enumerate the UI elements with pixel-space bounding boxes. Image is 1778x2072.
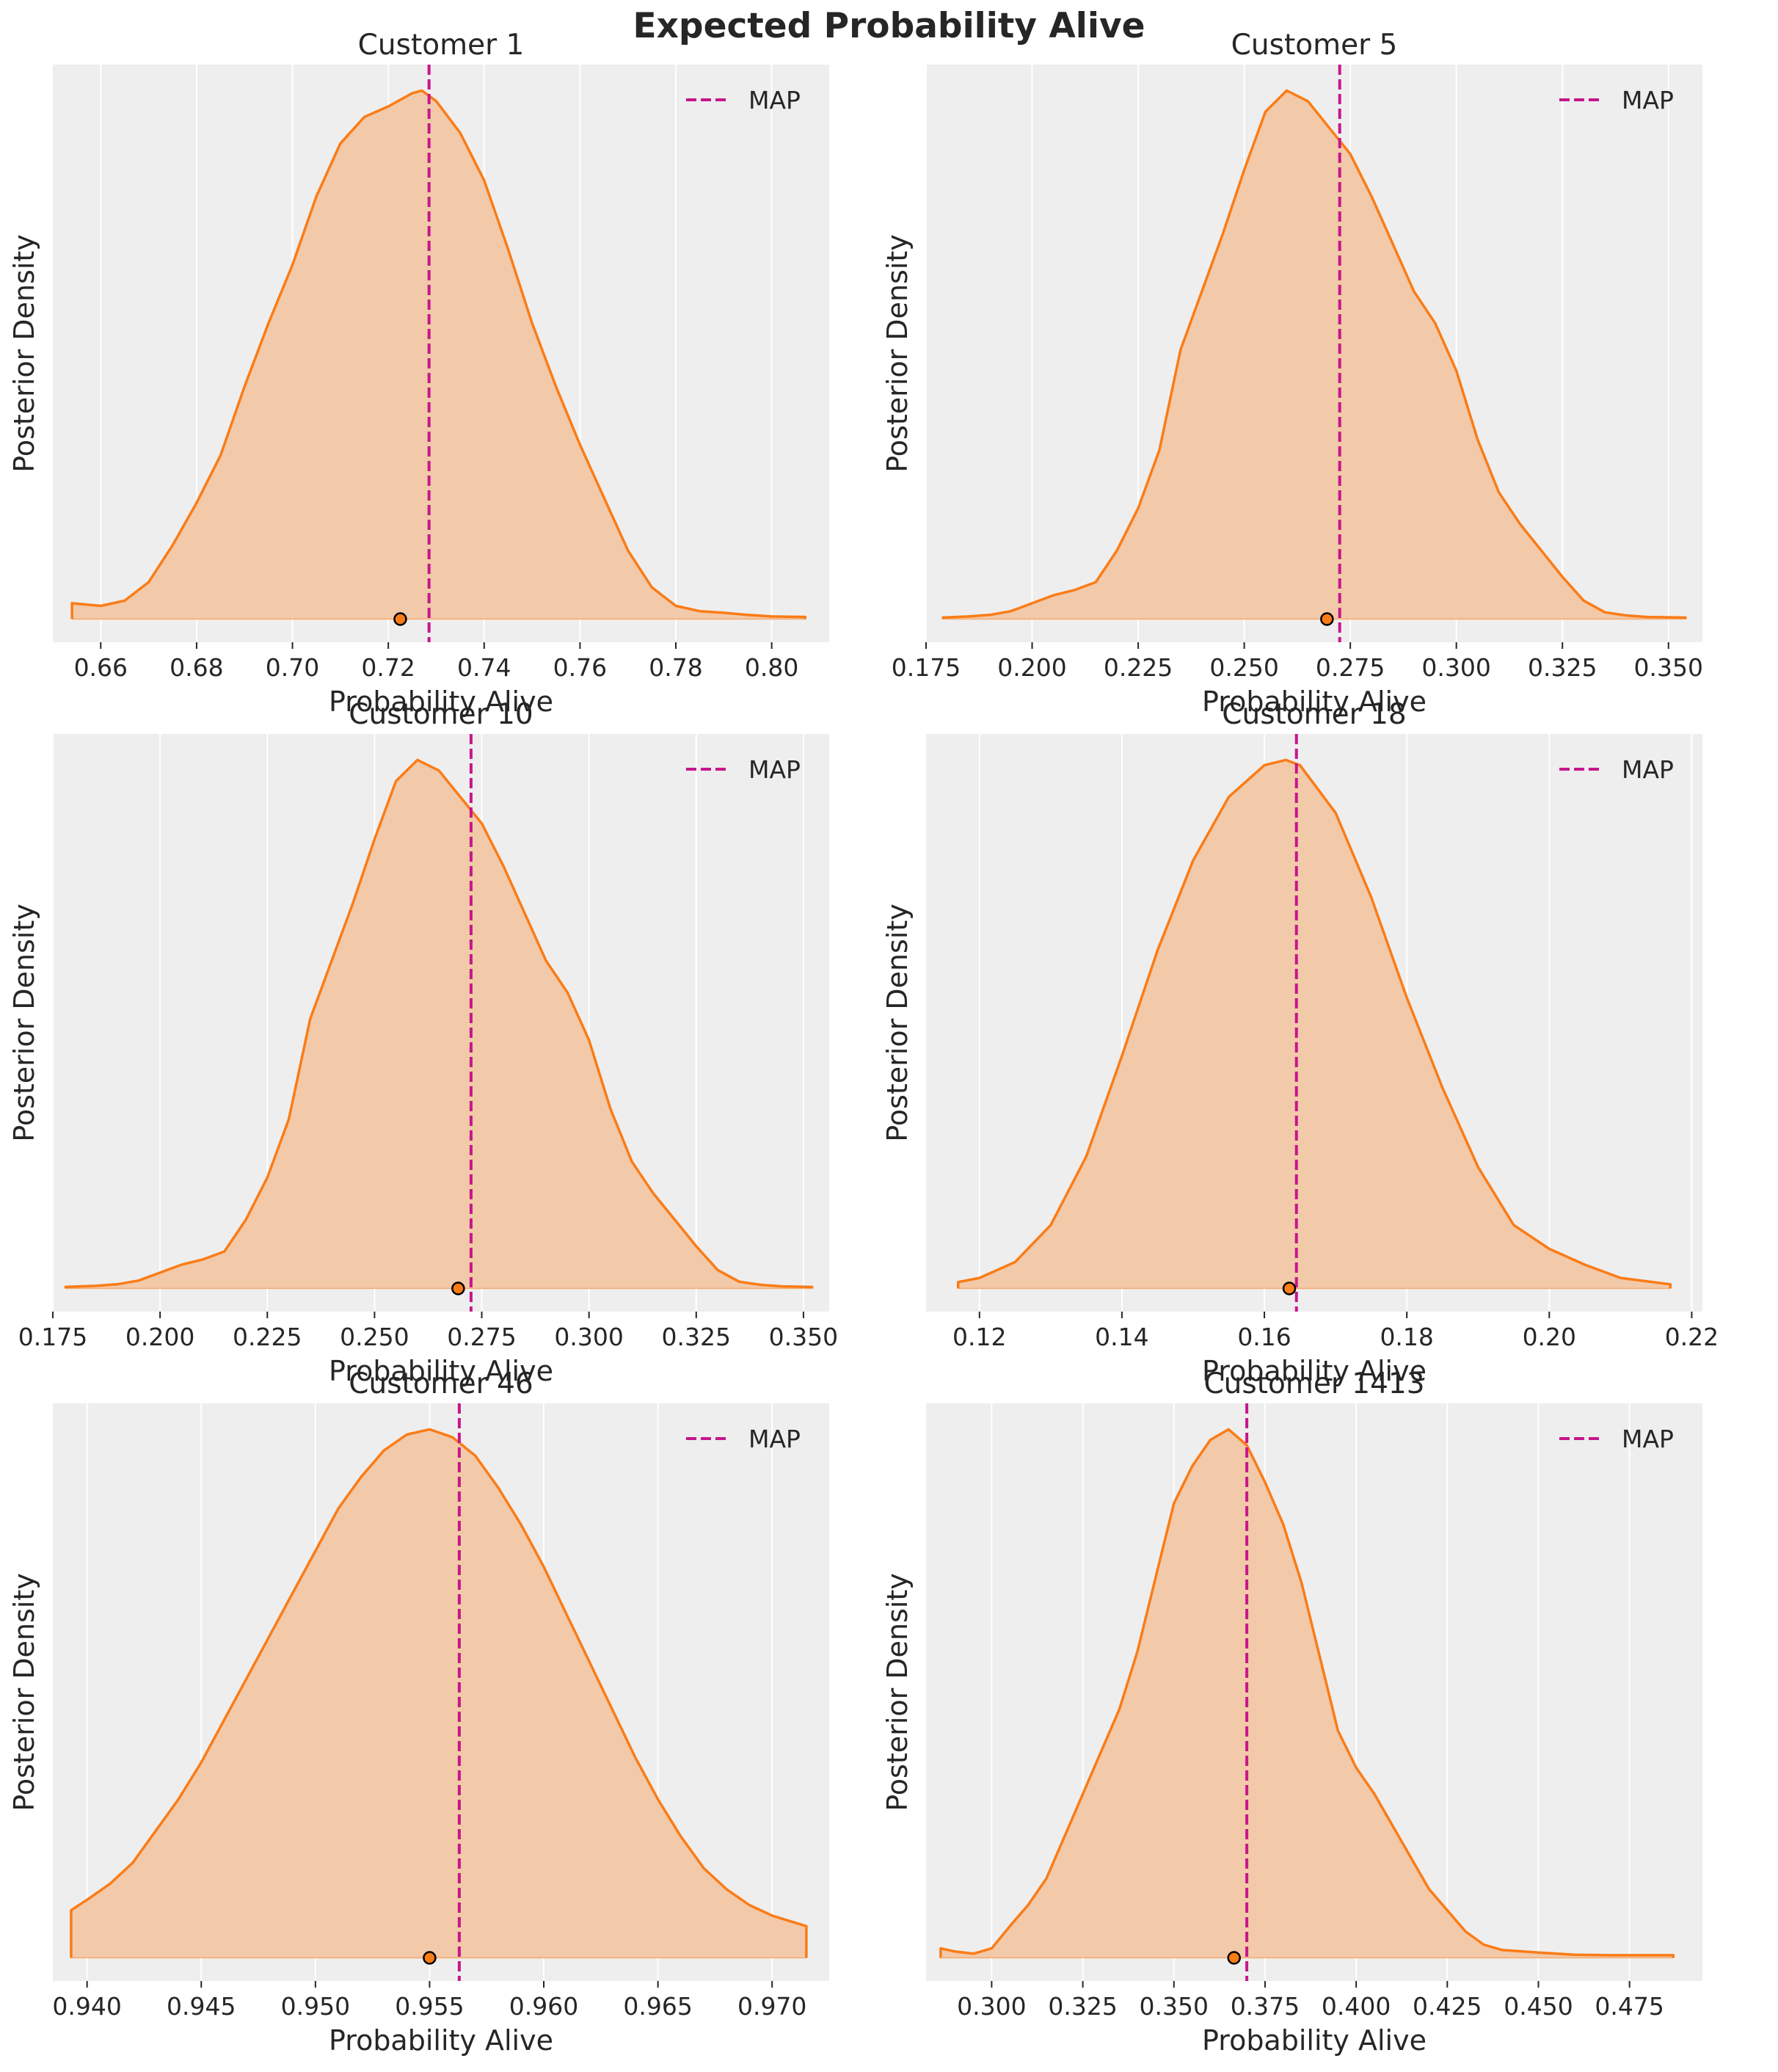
figure-title: Expected Probability Alive [633, 6, 1145, 46]
chart-panel-4: 0.12 0.14 0.16 0.18 0.20 0.22 MAP Customer 18 Pr… [881, 698, 1719, 1387]
x-tick-label: 0.80 [745, 653, 798, 682]
x-tick-label: 0.250 [340, 1323, 409, 1351]
chart-title: Customer 1413 [1203, 1367, 1424, 1400]
x-tick-label: 0.955 [395, 1992, 464, 2021]
x-tick-label: 0.450 [1504, 1992, 1573, 2021]
x-tick-label: 0.72 [361, 653, 415, 682]
x-tick-label: 0.970 [737, 1992, 806, 2021]
chart-title: Customer 5 [1231, 29, 1398, 62]
y-axis-label: Posterior Density [8, 1573, 40, 1811]
legend-map-label: MAP [748, 1425, 801, 1453]
x-tick-label: 0.20 [1523, 1323, 1576, 1351]
x-tick-label: 0.275 [1316, 653, 1385, 682]
x-tick-label: 0.275 [447, 1323, 516, 1351]
density-fill [70, 1429, 806, 1958]
mean-marker [1227, 1951, 1241, 1965]
x-axis-label: Probability Alive [329, 2024, 553, 2057]
x-tick-label: 0.350 [769, 1323, 838, 1351]
chart-title: Customer 10 [349, 698, 533, 731]
y-axis-label: Posterior Density [881, 1573, 914, 1811]
x-tick-label: 0.940 [52, 1992, 121, 2021]
x-axis-label: Probability Alive [329, 686, 553, 718]
x-tick-label: 0.175 [18, 1323, 87, 1351]
x-tick-label: 0.475 [1595, 1992, 1664, 2021]
legend-map-label: MAP [748, 86, 801, 114]
x-tick-label: 0.175 [892, 653, 961, 682]
x-tick-label: 0.400 [1322, 1992, 1391, 2021]
x-tick-label: 0.200 [125, 1323, 194, 1351]
y-axis-label: Posterior Density [881, 904, 914, 1141]
x-tick-label: 0.350 [1140, 1992, 1209, 2021]
x-tick-label: 0.350 [1634, 653, 1703, 682]
density-line [70, 1428, 808, 1958]
density-line [956, 758, 1672, 1289]
chart-panel-5: 0.940 0.945 0.950 0.955 0.960 0.965 0.970 MAP Cu… [8, 1367, 829, 2057]
x-tick-label: 0.325 [1528, 653, 1597, 682]
mean-marker [451, 1282, 465, 1295]
chart-title: Customer 46 [349, 1367, 533, 1400]
legend-map-label: MAP [1622, 755, 1674, 784]
x-tick-label: 0.300 [957, 1992, 1026, 2021]
y-axis-label: Posterior Density [8, 904, 40, 1141]
mean-marker [1282, 1282, 1297, 1295]
chart-panel-1: 0.66 0.68 0.70 0.72 0.74 0.76 0.78 0.80 MAP Custo… [8, 29, 829, 718]
x-tick-label: 0.325 [662, 1323, 731, 1351]
x-tick-label: 0.945 [167, 1992, 236, 2021]
x-tick-label: 0.22 [1665, 1323, 1719, 1351]
chart-panel-3: 0.175 0.200 0.225 0.250 0.275 0.300 0.325 0.350… [8, 698, 838, 1387]
x-axis-label: Probability Alive [329, 1355, 553, 1387]
x-axis-label: Probability Alive [1202, 686, 1427, 718]
x-axis-label: Probability Alive [1202, 1355, 1427, 1387]
x-axis-label: Probability Alive [1202, 2024, 1427, 2057]
x-tick-label: 0.425 [1413, 1992, 1482, 2021]
legend-map-label: MAP [1622, 1425, 1674, 1453]
x-tick-label: 0.300 [554, 1323, 623, 1351]
y-axis-label: Posterior Density [881, 234, 914, 472]
x-tick-label: 0.12 [952, 1323, 1006, 1351]
x-tick-label: 0.18 [1380, 1323, 1433, 1351]
x-tick-label: 0.325 [1048, 1992, 1117, 2021]
x-tick-label: 0.16 [1237, 1323, 1291, 1351]
x-tick-label: 0.250 [1209, 653, 1278, 682]
density-fill [943, 90, 1686, 619]
mean-marker [1320, 612, 1334, 626]
x-tick-label: 0.78 [649, 653, 702, 682]
x-tick-label: 0.375 [1231, 1992, 1300, 2021]
mean-marker [423, 1951, 437, 1965]
x-tick-label: 0.300 [1421, 653, 1490, 682]
legend-map-label: MAP [748, 755, 801, 784]
mean-marker [393, 612, 407, 626]
legend-map-label: MAP [1622, 86, 1674, 114]
density-line [941, 89, 1687, 619]
x-tick-label: 0.960 [509, 1992, 578, 2021]
x-tick-label: 0.66 [74, 653, 128, 682]
x-tick-label: 0.14 [1095, 1323, 1148, 1351]
density-fill [940, 1429, 1674, 1958]
x-tick-label: 0.200 [997, 653, 1066, 682]
density-line [939, 1428, 1675, 1958]
y-axis-label: Posterior Density [8, 234, 40, 472]
x-tick-label: 0.70 [266, 653, 319, 682]
chart-title: Customer 18 [1222, 698, 1406, 731]
x-tick-label: 0.76 [553, 653, 607, 682]
x-tick-label: 0.225 [233, 1323, 302, 1351]
x-tick-label: 0.68 [170, 653, 223, 682]
chart-panel-6: 0.300 0.325 0.350 0.375 0.400 0.425 0.450 0.475… [881, 1367, 1702, 2057]
x-tick-label: 0.225 [1104, 653, 1173, 682]
density-fill [65, 760, 812, 1289]
chart-panel-2: 0.175 0.200 0.225 0.250 0.275 0.300 0.325 0.350… [881, 29, 1703, 718]
density-fill [72, 90, 806, 619]
density-line [64, 758, 814, 1289]
x-tick-label: 0.965 [623, 1992, 692, 2021]
x-tick-label: 0.950 [281, 1992, 350, 2021]
density-fill [958, 760, 1671, 1289]
chart-title: Customer 1 [358, 29, 525, 62]
x-tick-label: 0.74 [457, 653, 511, 682]
